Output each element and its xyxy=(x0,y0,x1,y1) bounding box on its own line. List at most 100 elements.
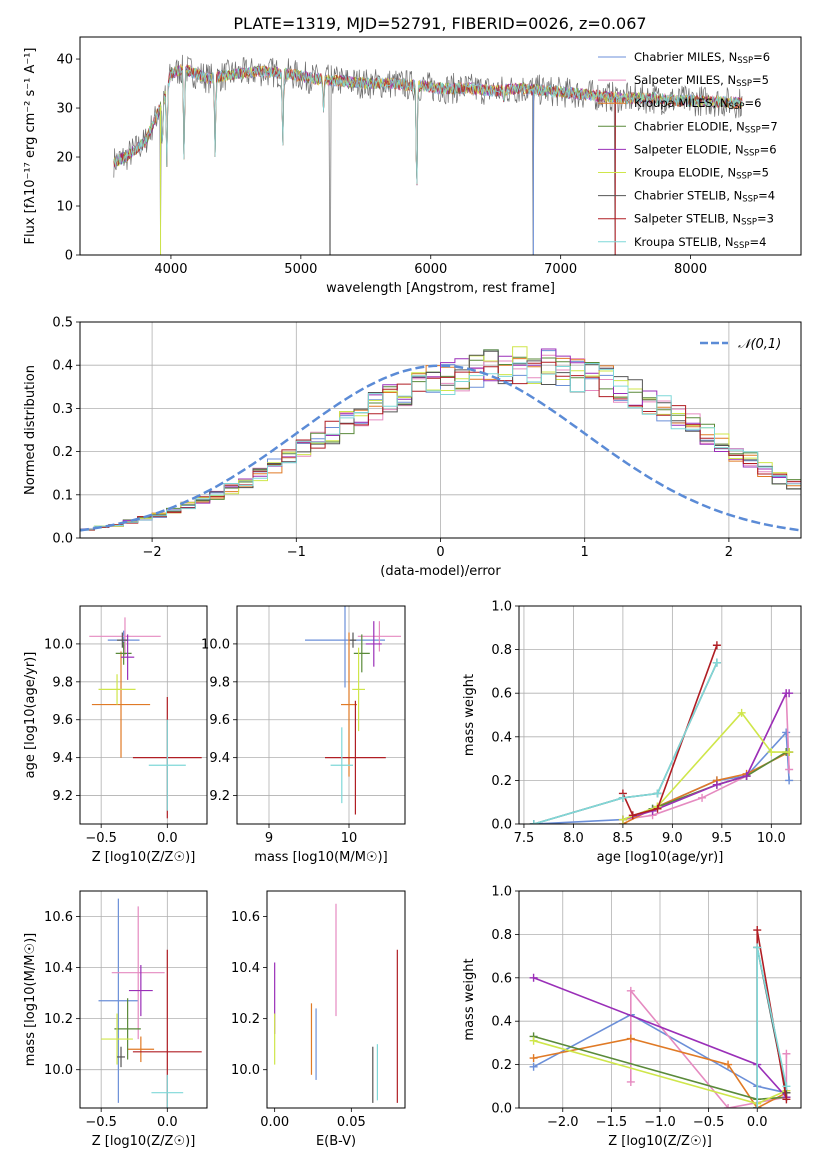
legend-label: Kroupa MILES, NSSP=6 xyxy=(634,96,761,112)
point-marker xyxy=(782,728,791,737)
point-marker xyxy=(653,789,662,798)
y-tick-label: 9.6 xyxy=(209,713,230,728)
panel-4: 9 10 9.2 9.4 9.6 9.8 10.0 mass [log10(M/M☉)] xyxy=(201,605,406,865)
x-tick-label: −2 xyxy=(143,545,162,560)
x-axis-label: wavelength [Angstrom, rest frame] xyxy=(326,281,555,296)
legend-label: 𝒩(0,1) xyxy=(738,337,781,352)
axes-frame xyxy=(79,890,208,1109)
x-tick-label: −1 xyxy=(287,545,306,560)
point-marker xyxy=(712,641,721,650)
axes-frame xyxy=(518,605,802,825)
point-marker xyxy=(785,748,794,757)
x-tick-label: 9 xyxy=(265,831,273,846)
x-tick-label: 9.0 xyxy=(662,831,683,846)
y-tick-label: 0.3 xyxy=(52,402,73,417)
y-tick-label: 10.6 xyxy=(44,910,73,925)
y-tick-label: 0.1 xyxy=(52,488,73,503)
x-axis-label: age [log10(age/yr)] xyxy=(597,850,724,865)
x-tick-label: −0.5 xyxy=(85,1115,117,1130)
axes-frame xyxy=(79,36,802,256)
point-marker xyxy=(628,811,637,820)
axes-frame xyxy=(79,605,208,825)
point-marker xyxy=(767,748,776,757)
point-marker xyxy=(529,820,538,824)
y-tick-label: 20 xyxy=(56,151,73,166)
y-tick-label: 0.2 xyxy=(491,1058,512,1073)
x-axis-label: E(B-V) xyxy=(316,1134,356,1149)
spectrum-kroupa_stelib xyxy=(113,66,743,185)
y-tick-label: 9.2 xyxy=(209,789,230,804)
y-tick-label: 0.6 xyxy=(491,687,512,702)
x-tick-label: 0.05 xyxy=(337,1115,366,1130)
series-line-chabrier_miles xyxy=(533,730,790,824)
plot-area xyxy=(529,641,794,824)
panel-1: 4000 5000 6000 7000 8000 0 10 20 30 40 wavelength … xyxy=(23,36,802,296)
panel-8: −2.0 −1.5 −1.0 −0.5 0.0 0.0 0.2 0.4 0.6 0.8 1.0 Z [… xyxy=(462,885,802,1149)
point-marker xyxy=(742,772,751,781)
x-tick-label: 10 xyxy=(341,831,358,846)
figure-title: PLATE=1319, MJD=52791, FIBERID=0026, z=0… xyxy=(233,14,646,33)
x-tick-label: 9.5 xyxy=(711,831,732,846)
panel-3: −0.5 0.0 9.2 9.4 9.6 9.8 10.0 Z [log10(Z/Z☉)] ag… xyxy=(23,605,208,865)
y-tick-label: 10.0 xyxy=(231,1063,260,1078)
y-tick-label: 1.0 xyxy=(491,600,512,615)
x-tick-label: 0.0 xyxy=(157,1115,178,1130)
y-tick-label: 10 xyxy=(56,200,73,215)
y-tick-label: 9.4 xyxy=(52,751,73,766)
panel-7: 0.00 0.05 10.0 10.2 10.4 10.6 E(B-V) xyxy=(231,890,406,1149)
plot-area xyxy=(113,54,743,255)
x-axis-label: Z [log10(Z/Z☉)] xyxy=(92,1134,196,1149)
legend-label: Salpeter ELODIE, NSSP=6 xyxy=(634,142,777,158)
y-tick-label: 10.0 xyxy=(44,1063,73,1078)
x-tick-label: 0.0 xyxy=(157,831,178,846)
plot-area xyxy=(529,926,791,1108)
x-tick-label: 8000 xyxy=(674,262,707,277)
y-tick-label: 0.4 xyxy=(52,359,73,374)
y-axis-label: age [log10(age/yr)] xyxy=(23,652,38,779)
y-tick-label: 9.8 xyxy=(209,675,230,690)
plot-area xyxy=(80,346,801,532)
axes-frame xyxy=(518,890,802,1109)
point-marker xyxy=(753,943,762,952)
y-tick-label: 10.0 xyxy=(201,637,230,652)
panel-6: −0.5 0.0 10.0 10.2 10.4 10.6 Z [log10(Z/Z☉)] ma… xyxy=(23,890,208,1149)
y-axis-label: mass weight xyxy=(462,958,477,1040)
x-axis-label: Z [log10(Z/Z☉)] xyxy=(608,1134,712,1149)
point-marker xyxy=(626,1077,635,1086)
x-axis-label: (data-model)/error xyxy=(380,564,501,579)
x-axis-label: mass [log10(M/M☉)] xyxy=(254,850,387,865)
point-marker xyxy=(724,1104,733,1108)
x-tick-label: 10.0 xyxy=(757,831,786,846)
point-marker xyxy=(782,1095,791,1104)
histogram-salpeter_stelib xyxy=(80,361,801,531)
point-marker xyxy=(712,658,721,667)
y-tick-label: 0.2 xyxy=(491,774,512,789)
legend-label: Salpeter STELIB, NSSP=3 xyxy=(634,212,774,228)
point-marker xyxy=(785,765,794,774)
y-tick-label: 9.4 xyxy=(209,751,230,766)
y-tick-label: 0.0 xyxy=(52,532,73,547)
x-tick-label: 0.0 xyxy=(747,1115,768,1130)
point-marker xyxy=(653,804,662,813)
y-tick-label: 10.4 xyxy=(231,961,260,976)
histogram-kroupa_stelib xyxy=(80,362,801,530)
y-tick-label: 10.2 xyxy=(231,1012,260,1027)
series-line-chabrier_miles xyxy=(533,1013,787,1094)
point-marker xyxy=(785,689,794,698)
x-tick-label: 8.5 xyxy=(613,831,634,846)
point-marker xyxy=(724,1060,733,1069)
gaussian-curve xyxy=(80,364,801,532)
point-marker xyxy=(712,780,721,789)
point-marker xyxy=(618,815,627,824)
y-tick-label: 10.6 xyxy=(231,910,260,925)
point-marker xyxy=(737,708,746,717)
y-tick-label: 10.4 xyxy=(44,961,73,976)
y-tick-label: 0.4 xyxy=(491,1015,512,1030)
series-line-salpeter_miles xyxy=(622,692,790,821)
legend-label: Kroupa STELIB, NSSP=4 xyxy=(634,235,766,251)
y-tick-label: 0 xyxy=(65,249,73,264)
y-axis-label: mass weight xyxy=(462,674,477,756)
x-tick-label: 0 xyxy=(436,545,444,560)
x-tick-label: 0.00 xyxy=(260,1115,289,1130)
y-tick-label: 0.2 xyxy=(52,445,73,460)
